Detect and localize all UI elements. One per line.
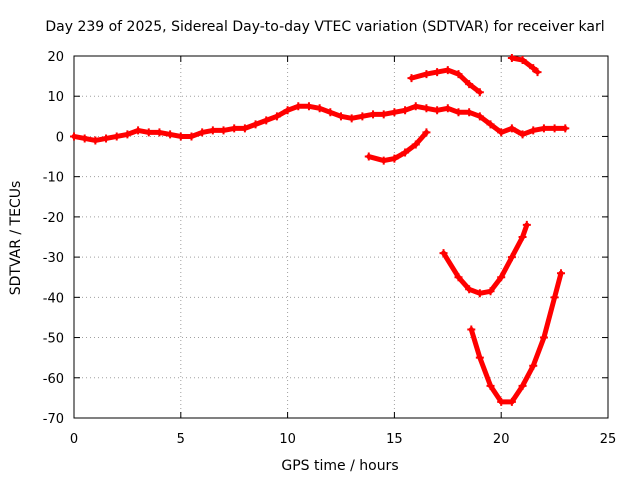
y-tick-label: 20 bbox=[47, 50, 64, 65]
series-arc-upper-left bbox=[407, 66, 484, 97]
data-point bbox=[561, 124, 570, 133]
chart-title: Day 239 of 2025, Sidereal Day-to-day VTE… bbox=[45, 19, 604, 35]
data-series bbox=[70, 54, 570, 406]
data-point bbox=[557, 269, 566, 278]
grid-lines bbox=[74, 56, 608, 418]
series-arc-dip-shallow bbox=[364, 128, 431, 165]
x-tick-label: 20 bbox=[493, 432, 510, 447]
series-segment bbox=[498, 254, 515, 280]
series-segment bbox=[552, 270, 564, 300]
data-point bbox=[422, 128, 431, 137]
series-segment bbox=[530, 335, 547, 369]
plot-frame bbox=[73, 55, 609, 419]
series-segment bbox=[413, 129, 429, 147]
x-tick-label: 5 bbox=[177, 432, 185, 447]
series-segment bbox=[468, 327, 483, 361]
series-segment bbox=[441, 250, 461, 280]
data-point bbox=[533, 68, 542, 77]
x-axis-title: GPS time / hours bbox=[281, 458, 398, 474]
series-segment bbox=[477, 355, 494, 389]
axis-ticks: 0 5 10 15 20 25 -70 -60 -50 -40 -30 -20 -10 0 10 20 bbox=[43, 50, 617, 447]
x-tick-label: 0 bbox=[70, 432, 78, 447]
series-arc-dip-67 bbox=[467, 269, 566, 406]
series-segment bbox=[541, 294, 558, 341]
y-tick-label: -40 bbox=[43, 291, 64, 306]
data-point bbox=[475, 88, 484, 97]
data-point bbox=[522, 220, 531, 229]
y-tick-label: -50 bbox=[43, 332, 64, 347]
x-tick-label: 15 bbox=[386, 432, 403, 447]
y-tick-label: 0 bbox=[56, 130, 64, 145]
x-tick-label: 25 bbox=[600, 432, 617, 447]
y-tick-label: -60 bbox=[43, 372, 64, 387]
series-segment bbox=[509, 234, 526, 260]
series-segment bbox=[488, 383, 504, 405]
series-arc-main bbox=[70, 102, 570, 145]
y-tick-label: -30 bbox=[43, 251, 64, 266]
series-arc-dip-39 bbox=[439, 220, 531, 298]
series-segment bbox=[488, 274, 504, 294]
series-segment bbox=[509, 383, 526, 405]
series-segment bbox=[455, 274, 472, 292]
series-segment bbox=[520, 363, 536, 389]
y-tick-label: -70 bbox=[43, 412, 64, 427]
series-segment bbox=[466, 81, 483, 95]
y-tick-label: 10 bbox=[47, 90, 64, 105]
y-tick-label: -20 bbox=[43, 211, 64, 226]
y-axis-title: SDTVAR / TECUs bbox=[8, 181, 24, 296]
series-arc-upper-right bbox=[507, 54, 542, 77]
x-tick-label: 10 bbox=[279, 432, 296, 447]
y-tick-label: -10 bbox=[43, 171, 64, 186]
